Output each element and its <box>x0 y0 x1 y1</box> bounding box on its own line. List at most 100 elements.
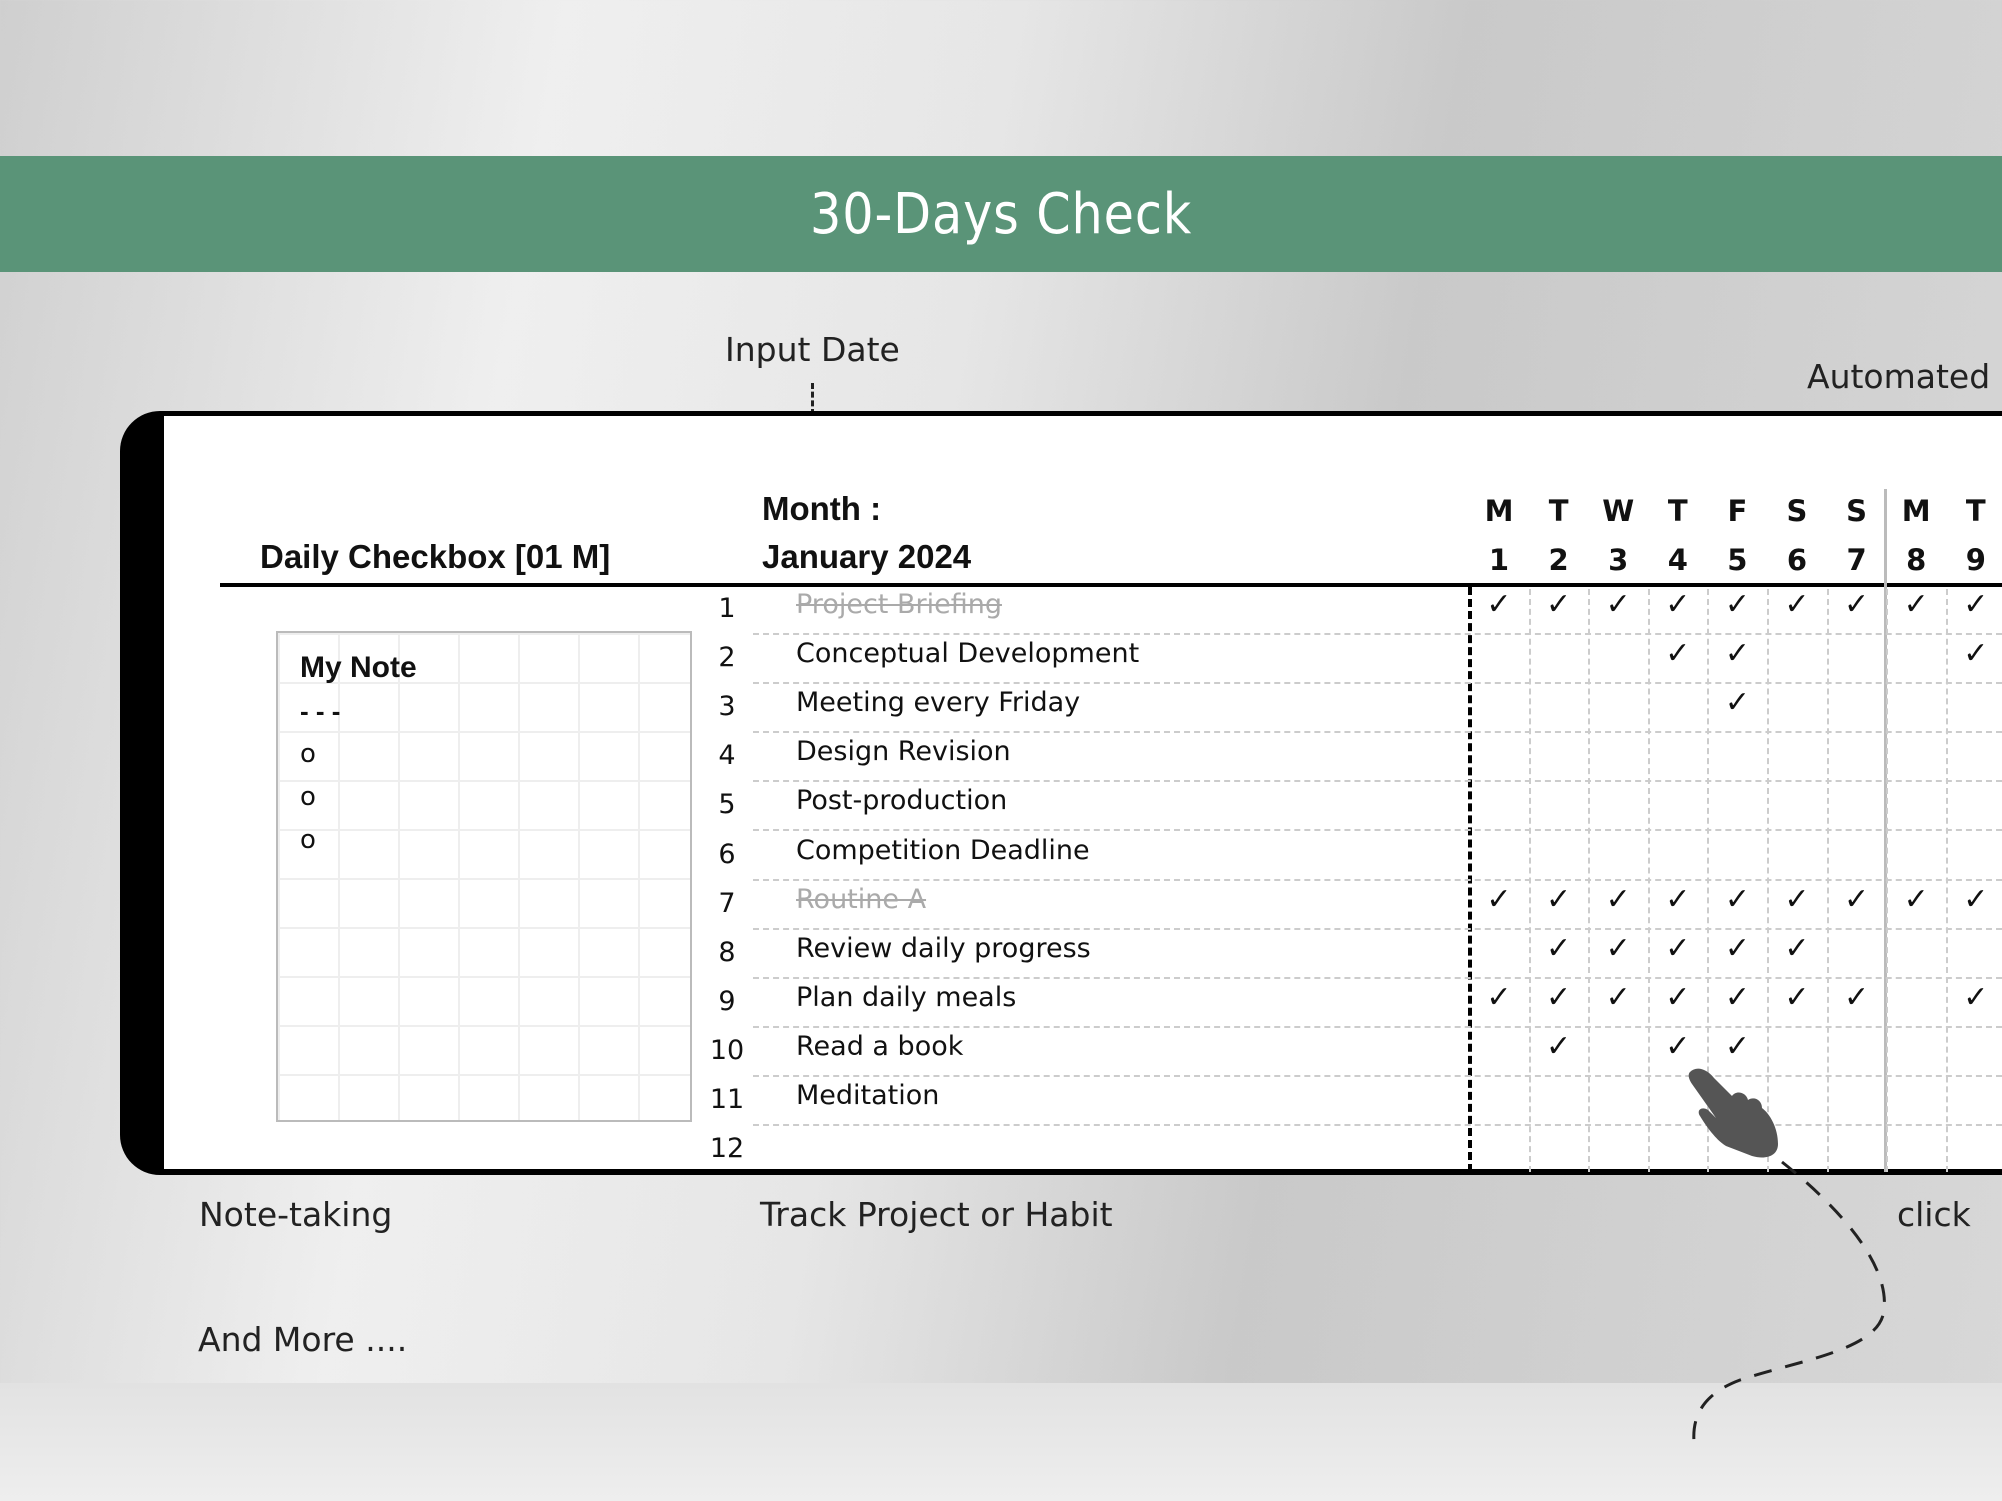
checkbox-checked[interactable]: ✓ <box>1903 587 1929 622</box>
click-label: click <box>1897 1195 1971 1234</box>
task-name[interactable]: Project Briefing <box>796 589 1002 620</box>
checkbox-checked[interactable]: ✓ <box>1844 979 1870 1015</box>
checkbox-checked[interactable]: ✓ <box>1724 636 1750 672</box>
row-number: 10 <box>709 1034 745 1066</box>
checkbox-checked[interactable]: ✓ <box>1486 587 1512 622</box>
checkbox-checked[interactable]: ✓ <box>1546 881 1572 917</box>
row-divider <box>753 878 2002 881</box>
date-header: 1 <box>1488 543 1510 577</box>
checkbox-checked[interactable]: ✓ <box>1605 930 1631 966</box>
and-more-label: And More .... <box>198 1320 408 1359</box>
note-bullet: o <box>300 739 316 769</box>
checkbox-checked[interactable]: ✓ <box>1724 881 1750 917</box>
checkbox-checked[interactable]: ✓ <box>1963 881 1989 917</box>
date-header: 8 <box>1906 543 1927 577</box>
checkbox-checked[interactable]: ✓ <box>1486 979 1512 1015</box>
weekday-header: W <box>1602 494 1635 528</box>
checkbox-checked[interactable]: ✓ <box>1665 587 1691 622</box>
weekday-header: T <box>1548 494 1569 528</box>
column-divider <box>1528 589 1531 1172</box>
task-name[interactable]: Read a book <box>796 1030 964 1062</box>
checkbox-checked[interactable]: ✓ <box>1665 881 1691 917</box>
checkbox-checked[interactable]: ✓ <box>1546 587 1572 622</box>
note-bullet: o <box>300 782 316 812</box>
row-divider <box>753 1124 2002 1126</box>
checkbox-checked[interactable]: ✓ <box>1844 881 1870 917</box>
checkbox-checked[interactable]: ✓ <box>1724 930 1750 966</box>
task-name[interactable]: Meditation <box>796 1080 940 1111</box>
row-number: 4 <box>718 740 736 772</box>
row-number: 5 <box>718 789 736 821</box>
checkbox-checked[interactable]: ✓ <box>1665 636 1691 672</box>
weekday-header: M <box>1901 494 1931 528</box>
checkbox-checked[interactable]: ✓ <box>1546 930 1572 966</box>
dashed-curve <box>1692 1160 1886 1451</box>
input-date-label: Input Date <box>725 330 900 369</box>
task-name[interactable]: Plan daily meals <box>796 981 1017 1013</box>
row-divider <box>753 682 2002 685</box>
checkbox-checked[interactable]: ✓ <box>1784 930 1810 966</box>
checkbox-checked[interactable]: ✓ <box>1724 1028 1750 1064</box>
checkbox-checked[interactable]: ✓ <box>1963 587 1989 622</box>
task-name[interactable]: Routine A <box>796 883 927 915</box>
checkbox-checked[interactable]: ✓ <box>1605 587 1631 622</box>
background-band <box>0 1383 2002 1501</box>
row-divider <box>753 1025 2002 1028</box>
checkbox-checked[interactable]: ✓ <box>1963 636 1989 672</box>
date-header: 9 <box>1965 543 1986 577</box>
weekday-header: S <box>1846 494 1868 528</box>
checkbox-checked[interactable]: ✓ <box>1844 587 1870 622</box>
column-divider <box>1826 589 1829 1172</box>
checkbox-checked[interactable]: ✓ <box>1724 979 1750 1015</box>
title-banner: 30-Days Check <box>0 156 2002 272</box>
row-divider <box>753 976 2002 979</box>
task-name[interactable]: Competition Deadline <box>796 834 1090 866</box>
weekday-header: S <box>1786 494 1808 528</box>
checkbox-checked[interactable]: ✓ <box>1605 881 1631 917</box>
task-name[interactable]: Design Revision <box>796 736 1011 768</box>
checkbox-checked[interactable]: ✓ <box>1486 881 1512 917</box>
column-divider <box>1886 589 1889 1172</box>
task-name[interactable]: Meeting every Friday <box>796 687 1081 719</box>
row-number: 1 <box>718 593 736 624</box>
task-name[interactable]: Review daily progress <box>796 932 1091 964</box>
note-title: My Note <box>300 651 417 684</box>
weekday-header: T <box>1965 494 1986 528</box>
row-number: 9 <box>718 985 736 1017</box>
note-divider: - - - <box>300 696 341 726</box>
checkbox-checked[interactable]: ✓ <box>1963 979 1989 1015</box>
task-name[interactable]: Post-production <box>796 785 1008 817</box>
checkbox-checked[interactable]: ✓ <box>1546 979 1572 1015</box>
checkbox-checked[interactable]: ✓ <box>1784 587 1810 622</box>
checkbox-checked[interactable]: ✓ <box>1665 979 1691 1015</box>
row-number: 2 <box>718 642 736 674</box>
row-divider <box>753 780 2002 783</box>
checkbox-checked[interactable]: ✓ <box>1605 979 1631 1015</box>
row-number: 3 <box>718 691 736 723</box>
task-name[interactable]: Conceptual Development <box>796 638 1140 670</box>
sheet-title: Daily Checkbox [01 M] <box>260 538 611 575</box>
column-divider <box>1707 589 1710 1172</box>
row-divider <box>753 633 2002 635</box>
banner-title: 30-Days Check <box>809 181 1193 247</box>
checkbox-checked[interactable]: ✓ <box>1665 930 1691 966</box>
date-header: 7 <box>1846 543 1867 577</box>
hand-pointer-icon <box>1688 1068 1778 1158</box>
checkbox-checked[interactable]: ✓ <box>1546 1028 1572 1064</box>
checkbox-checked[interactable]: ✓ <box>1724 685 1750 721</box>
row-divider <box>753 927 2002 930</box>
row-number: 7 <box>718 887 736 919</box>
automated-label: Automated <box>1807 357 1991 396</box>
checkbox-checked[interactable]: ✓ <box>1724 587 1750 622</box>
month-value-input[interactable]: January 2024 <box>762 538 972 575</box>
month-label: Month : <box>762 490 882 527</box>
checkbox-checked[interactable]: ✓ <box>1784 881 1810 917</box>
checkbox-checked[interactable]: ✓ <box>1665 1028 1691 1064</box>
note-bullet: o <box>300 825 316 855</box>
row-divider <box>753 731 2002 734</box>
row-number: 8 <box>718 936 736 968</box>
checkbox-checked[interactable]: ✓ <box>1903 881 1929 917</box>
checkbox-checked[interactable]: ✓ <box>1784 979 1810 1015</box>
